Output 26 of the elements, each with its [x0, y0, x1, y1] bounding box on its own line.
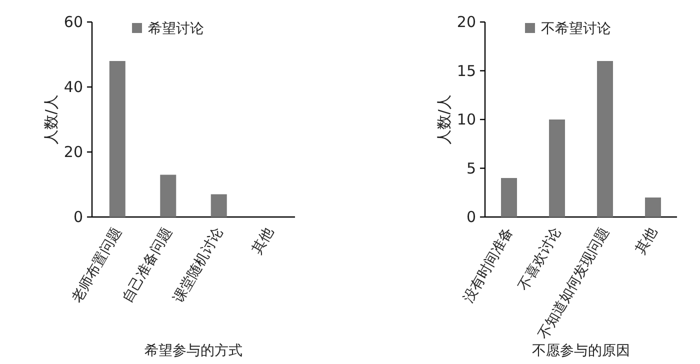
- x-tick-label: 其他: [632, 225, 660, 258]
- x-tick-label: 其他: [249, 225, 278, 258]
- y-tick-label: 60: [64, 13, 83, 31]
- legend-label: 希望讨论: [148, 21, 204, 37]
- bar: [597, 61, 613, 217]
- y-axis-title: 人数/人: [435, 94, 453, 145]
- y-tick-label: 0: [466, 208, 476, 226]
- y-tick-label: 10: [456, 110, 476, 128]
- bar: [160, 174, 176, 217]
- legend-label: 不希望讨论: [541, 21, 611, 37]
- y-tick-label: 40: [64, 78, 83, 96]
- x-axis-title: 不愿参与的原因: [532, 343, 630, 359]
- x-tick-label: 不喜欢讨论: [516, 225, 564, 294]
- bar: [109, 61, 126, 217]
- bar: [501, 178, 517, 217]
- x-axis-title: 希望参与的方式: [144, 343, 242, 359]
- x-tick-label: 没有时间准备: [460, 225, 516, 306]
- bar: [645, 198, 661, 217]
- y-tick-label: 20: [64, 143, 83, 161]
- y-tick-label: 20: [456, 13, 476, 31]
- y-axis-title: 人数/人: [42, 94, 60, 145]
- y-tick-label: 5: [466, 159, 476, 178]
- bar: [549, 120, 565, 217]
- y-tick-label: 15: [456, 62, 476, 80]
- bar: [210, 194, 227, 217]
- y-tick-label: 0: [73, 208, 83, 226]
